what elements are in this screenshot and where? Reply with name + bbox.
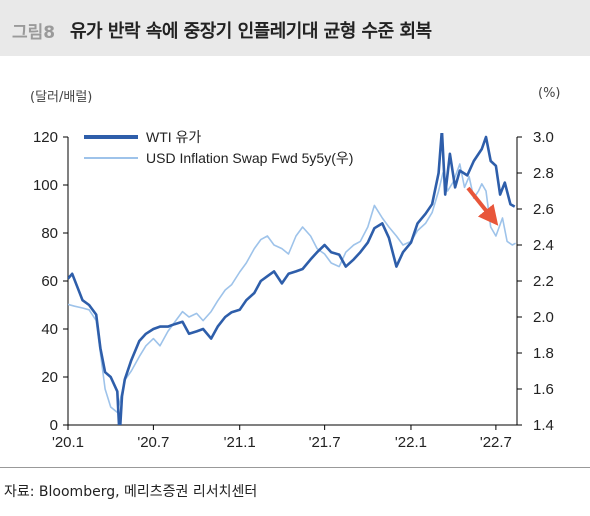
right-tick-label: 2.2: [533, 273, 554, 290]
left-tick-label: 80: [41, 225, 58, 242]
x-tick-label: '21.7: [309, 434, 341, 451]
legend-label-inflation: USD Inflation Swap Fwd 5y5y(우): [146, 150, 353, 166]
right-tick-label: 1.6: [533, 381, 554, 398]
left-tick-label: 60: [41, 273, 58, 290]
left-tick-label: 40: [41, 321, 58, 338]
chart-svg: 0 20 40 60 80 100 120 1.4 1.6 1.8 2.0 2.2 2.4 2.6 2.8 3…: [33, 129, 554, 451]
left-tick-label: 20: [41, 369, 58, 386]
right-tick-label: 2.6: [533, 201, 554, 218]
x-tick-label: '20.7: [137, 434, 169, 451]
title-bar: 그림8 유가 반락 속에 중장기 인플레기대 균형 수준 회복: [0, 0, 590, 56]
right-tick-label: 2.0: [533, 309, 554, 326]
wti-line: [68, 133, 516, 425]
x-tick-label: '22.1: [395, 434, 427, 451]
left-tick-label: 100: [33, 177, 58, 194]
right-tick-label: 3.0: [533, 129, 554, 146]
right-tick-label: 1.4: [533, 417, 554, 434]
down-arrow-annotation: [466, 186, 499, 226]
x-tick-label: '22.7: [480, 434, 512, 451]
x-tick-label: '21.1: [224, 434, 256, 451]
footer-divider: [0, 467, 590, 468]
figure-number: 그림8: [12, 23, 56, 43]
source-note: 자료: Bloomberg, 메리츠증권 리서치센터: [4, 484, 258, 500]
x-tick-label: '20.1: [52, 434, 84, 451]
legend-label-wti: WTI 유가: [146, 129, 201, 145]
inflation-swap-line: [68, 163, 516, 414]
right-tick-label: 1.8: [533, 345, 554, 362]
chart-title: 유가 반락 속에 중장기 인플레기대 균형 수준 회복: [70, 21, 432, 42]
right-tick-label: 2.4: [533, 237, 554, 254]
left-axis-unit: (달러/배럴): [30, 90, 93, 105]
left-tick-label: 120: [33, 129, 58, 146]
right-axis-unit: (%): [538, 86, 561, 101]
right-tick-label: 2.8: [533, 165, 554, 182]
left-tick-label: 0: [50, 417, 58, 434]
